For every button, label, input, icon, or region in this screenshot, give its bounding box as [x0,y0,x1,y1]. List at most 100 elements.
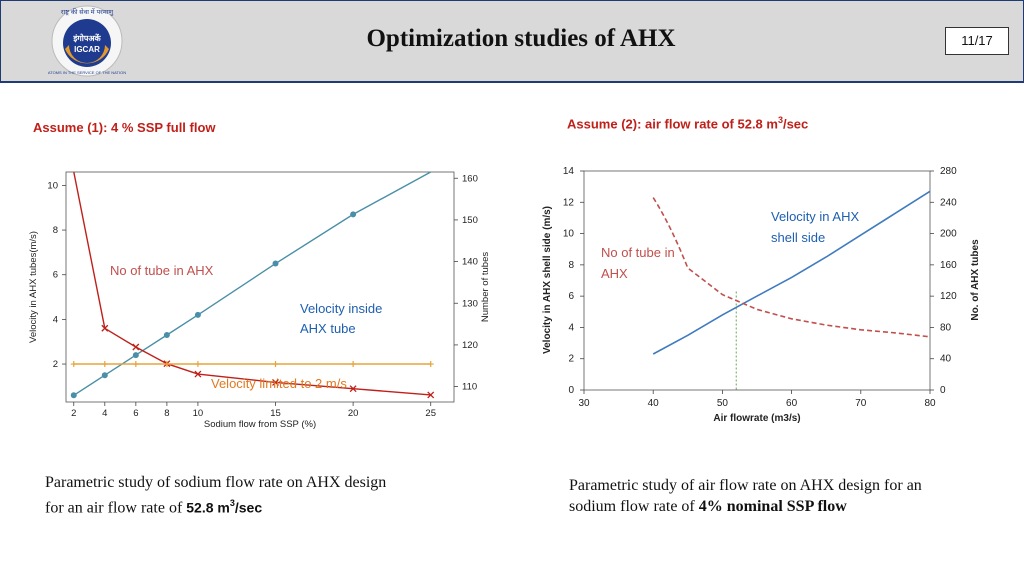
chart1-point-plus [101,361,108,368]
logo-igcar-text: IGCAR [74,45,100,54]
chart2-annot-tubes-1: No of tube in [601,245,675,260]
chart1-y2tick-label: 160 [462,173,478,184]
left-caption-line2: for an air flow rate of 52.8 m3/sec [45,493,485,518]
chart2-ytick-label: 10 [563,229,575,240]
chart1-point-circle [194,311,201,318]
chart1-point-circle [272,260,279,267]
right-caption-line2: sodium flow rate of 4% nominal SSP flow [569,496,1009,517]
left-caption-value: 52.8 m [186,499,230,516]
chart1-point-x [194,370,202,378]
right-assumption-suffix: /sec [782,116,809,132]
right-caption-prefix: sodium flow rate of [569,498,699,515]
left-caption-prefix: for an air flow rate of [45,499,187,517]
chart1-y2tick-label: 110 [462,382,477,393]
page-number: 11/17 [945,27,1009,55]
chart1-point-plus [427,361,434,368]
igcar-logo: राष्ट्र की सेवा में परमाणु इंगोपअकें IGC… [48,5,126,77]
chart2-y2tick-label: 280 [940,166,957,177]
chart2-xtick-label: 60 [786,398,798,409]
chart2-xtick-label: 50 [717,398,729,409]
chart1-y2label: Number of tubes [480,252,491,322]
chart2-plot-area [583,170,931,391]
chart1-ytick-label: 4 [53,314,58,325]
chart1-point-plus [70,361,77,368]
chart1-annot-velocity-2: AHX tube [300,321,356,336]
chart1-xtick-label: 8 [164,408,169,419]
chart2-y2tick-label: 0 [940,385,946,396]
chart1-xlabel: Sodium flow from SSP (%) [204,419,316,430]
chart1-point-circle [101,372,108,379]
chart2-y2tick-label: 160 [940,260,957,271]
chart1-point-circle [163,332,170,339]
chart2-xtick-label: 80 [924,398,936,409]
chart1-annot-tubes: No of tube in AHX [110,263,214,278]
right-caption-bold: 4% nominal SSP flow [698,498,847,515]
chart1-ytick-label: 8 [53,225,58,236]
slide-title: Optimization studies of AHX [366,25,676,52]
right-caption: Parametric study of air flow rate on AHX… [569,475,1009,517]
chart1-annot-limit: Velocity limited to 2 m/s [211,376,347,391]
chart2-ytick-label: 8 [568,260,574,271]
chart1-point-plus [350,361,357,368]
right-assumption-sup: 3 [777,115,783,125]
chart2-y2tick-label: 240 [940,197,957,208]
logo-top-text: राष्ट्र की सेवा में परमाणु [61,8,114,16]
chart1-y2tick-label: 130 [462,298,478,309]
chart1-point-circle [70,392,77,399]
right-assumption-text: Assume (2): air flow rate of 52.8 m [567,116,778,132]
chart1-point-plus [194,361,201,368]
chart1-y2tick-label: 150 [462,215,478,226]
chart1-y2tick-label: 140 [462,257,478,268]
chart1-point-plus [163,361,170,368]
chart2-xtick-label: 40 [648,398,660,409]
chart1-xtick-label: 4 [102,408,107,419]
chart2-ytick-label: 6 [568,291,574,302]
chart2-y2tick-label: 200 [940,229,957,240]
right-caption-line1: Parametric study of air flow rate on AHX… [569,477,922,494]
chart2-series-line-1 [652,197,931,338]
left-caption-suffix: /sec [234,499,263,516]
chart2-ytick-label: 14 [563,166,575,177]
chart1-y2tick-label: 120 [462,340,478,351]
chart2-y2tick-label: 80 [940,322,952,333]
chart1-series-line-0 [73,171,432,396]
chart1-xtick-label: 2 [71,408,76,419]
chart2-y2tick-label: 40 [940,354,952,365]
left-assumption: Assume (1): 4 % SSP full flow [33,120,216,135]
chart1-ytick-label: 2 [53,359,58,370]
chart1-xtick-label: 20 [348,408,359,419]
header-bar: राष्ट्र की सेवा में परमाणु इंगोपअकें IGC… [0,0,1024,83]
chart1-plot-area [65,171,455,403]
chart1-xtick-label: 6 [133,408,138,419]
chart1-ytick-label: 10 [47,180,58,191]
chart1-xtick-label: 10 [193,408,204,419]
chart2-xtick-label: 30 [578,398,590,409]
chart2-ylabel: Velocity in AHX shell side (m/s) [542,206,553,354]
left-caption: Parametric study of sodium flow rate on … [45,472,485,518]
chart1-xtick-label: 25 [425,408,436,419]
logo-bottom-text: ATOMS IN THE SERVICE OF THE NATION [48,70,126,75]
right-assumption: Assume (2): air flow rate of 52.8 m3/sec [567,115,808,131]
chart2-y2label: No. of AHX tubes [970,239,981,321]
chart2-ytick-label: 2 [568,354,574,365]
chart2-y2tick-label: 120 [940,291,957,302]
chart1-point-circle [350,211,357,218]
chart1-point-x [272,378,279,386]
logo-hindi-text: इंगोपअकें [72,33,101,43]
chart1-ylabel: Velocity in AHX tubes(m/s) [28,231,39,343]
chart1-point-x [132,343,140,351]
air-flow-chart: 30 40 50 60 70 80 0 2 4 6 8 10 12 14 0 40 80 120 160 200 240… [542,166,981,424]
sodium-flow-chart: 2 4 6 8 10 15 20 25 2 4 6 8 10 110 120 130 140 150 160 Vel… [28,171,491,430]
chart1-ytick-label: 6 [53,270,58,281]
chart2-ytick-label: 4 [568,322,574,333]
left-caption-sup: 3 [229,498,235,508]
chart2-series-line-0 [652,190,931,355]
chart1-series-line-1 [73,171,431,396]
chart2-ytick-label: 12 [563,197,575,208]
chart2-xlabel: Air flowrate (m3/s) [713,413,800,424]
chart2-annot-velocity-1: Velocity in AHX [771,209,859,224]
chart2-xtick-label: 70 [855,398,867,409]
chart1-point-circle [132,352,139,359]
chart1-point-plus [132,361,139,368]
chart1-point-plus [272,361,279,368]
